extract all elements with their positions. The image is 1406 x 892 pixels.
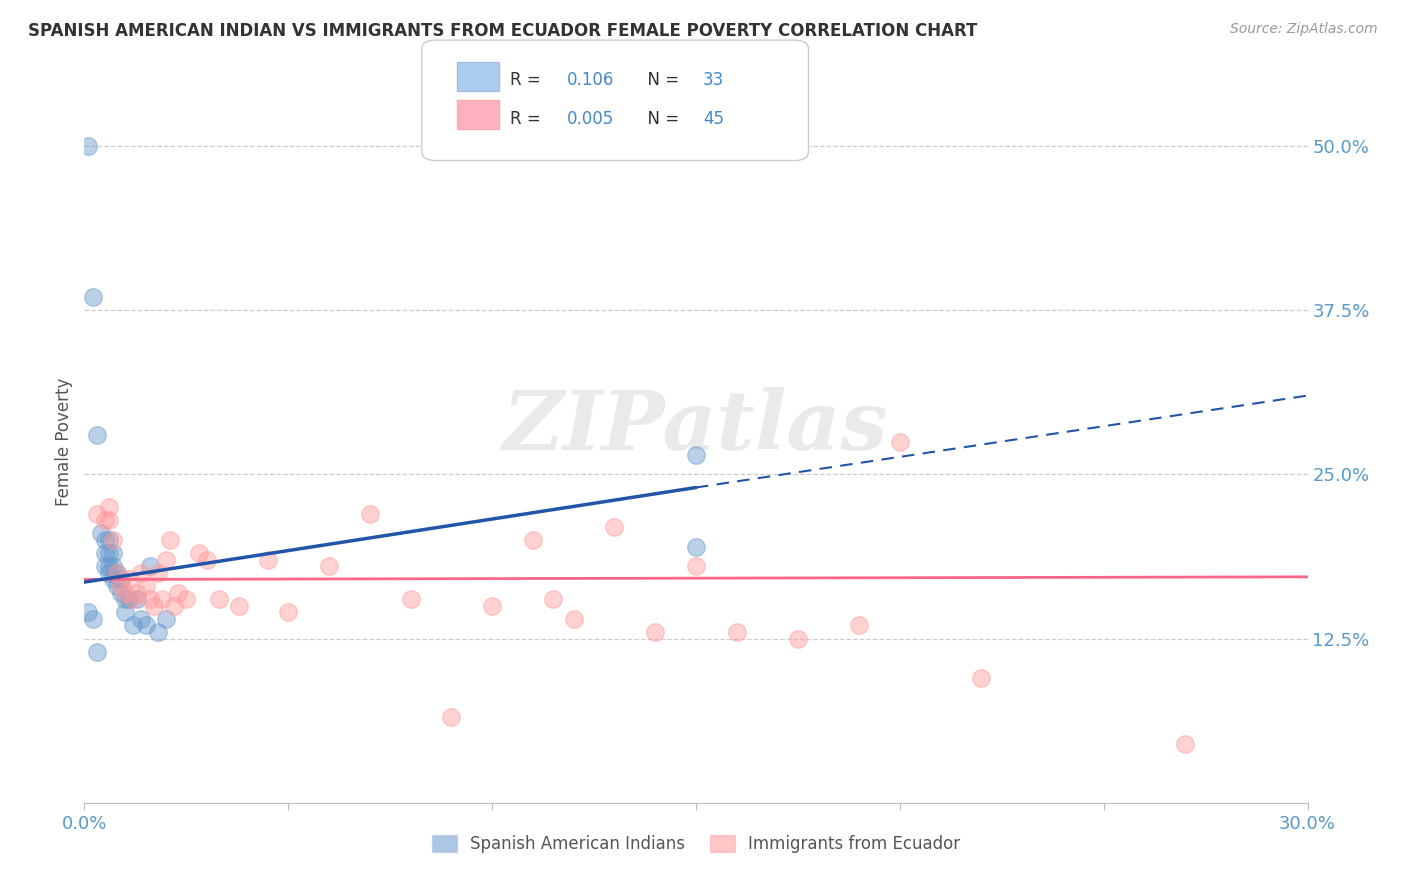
Point [93,559,115,574]
Point [228,599,250,613]
Point [146,566,169,580]
Point [118,573,141,587]
Point [97,533,120,547]
Point [122,592,145,607]
Point [127,585,149,599]
Point [105,579,128,593]
Text: 45: 45 [703,110,724,128]
Point [82,290,104,304]
Point [131,612,153,626]
Point [131,566,153,580]
Point [93,533,115,547]
Point [93,513,115,527]
Point [787,632,810,646]
Point [97,546,120,560]
Point [97,513,120,527]
Point [82,612,104,626]
Point [127,592,149,607]
Point [685,540,707,554]
Text: N =: N = [637,71,685,89]
Point [257,553,280,567]
Point [725,625,748,640]
Point [101,533,124,547]
Point [138,592,160,607]
Text: Source: ZipAtlas.com: Source: ZipAtlas.com [1230,22,1378,37]
Point [167,585,190,599]
Point [359,507,381,521]
Point [159,533,181,547]
Point [543,592,565,607]
Point [118,592,141,607]
Text: N =: N = [637,110,685,128]
Text: 0.005: 0.005 [567,110,614,128]
Point [142,599,165,613]
Point [603,520,626,534]
Point [97,500,120,515]
Point [105,566,128,580]
Point [77,139,100,153]
Point [155,553,177,567]
Text: 33: 33 [703,71,724,89]
Point [110,585,132,599]
Point [93,546,115,560]
Point [110,573,132,587]
Point [889,434,911,449]
Point [155,612,177,626]
Point [440,710,463,724]
Point [685,448,707,462]
Point [86,645,108,659]
Point [101,573,124,587]
Legend: Spanish American Indians, Immigrants from Ecuador: Spanish American Indians, Immigrants fro… [425,828,967,860]
Point [86,428,108,442]
Point [1174,737,1197,751]
Text: SPANISH AMERICAN INDIAN VS IMMIGRANTS FROM ECUADOR FEMALE POVERTY CORRELATION CH: SPANISH AMERICAN INDIAN VS IMMIGRANTS FR… [28,22,977,40]
Point [105,566,128,580]
Text: ZIPatlas: ZIPatlas [503,387,889,467]
Point [318,559,340,574]
Point [135,579,157,593]
Point [685,559,707,574]
Point [848,618,870,632]
Point [644,625,666,640]
Point [187,546,209,560]
Point [150,592,173,607]
Text: R =: R = [510,110,547,128]
Text: 0.106: 0.106 [567,71,614,89]
Point [114,585,136,599]
Y-axis label: Female Poverty: Female Poverty [55,377,73,506]
Point [101,559,124,574]
Point [77,605,100,619]
Point [399,592,422,607]
Point [146,625,169,640]
Point [138,559,160,574]
Point [122,618,145,632]
Point [970,671,993,685]
Point [481,599,503,613]
Point [114,592,136,607]
Text: R =: R = [510,71,551,89]
Point [277,605,299,619]
Point [90,526,112,541]
Point [97,566,120,580]
Point [101,546,124,560]
Point [522,533,544,547]
Point [195,553,218,567]
Point [135,618,157,632]
Point [208,592,231,607]
Point [562,612,585,626]
Point [97,559,120,574]
Point [110,579,132,593]
Point [114,605,136,619]
Point [163,599,186,613]
Point [86,507,108,521]
Point [174,592,197,607]
